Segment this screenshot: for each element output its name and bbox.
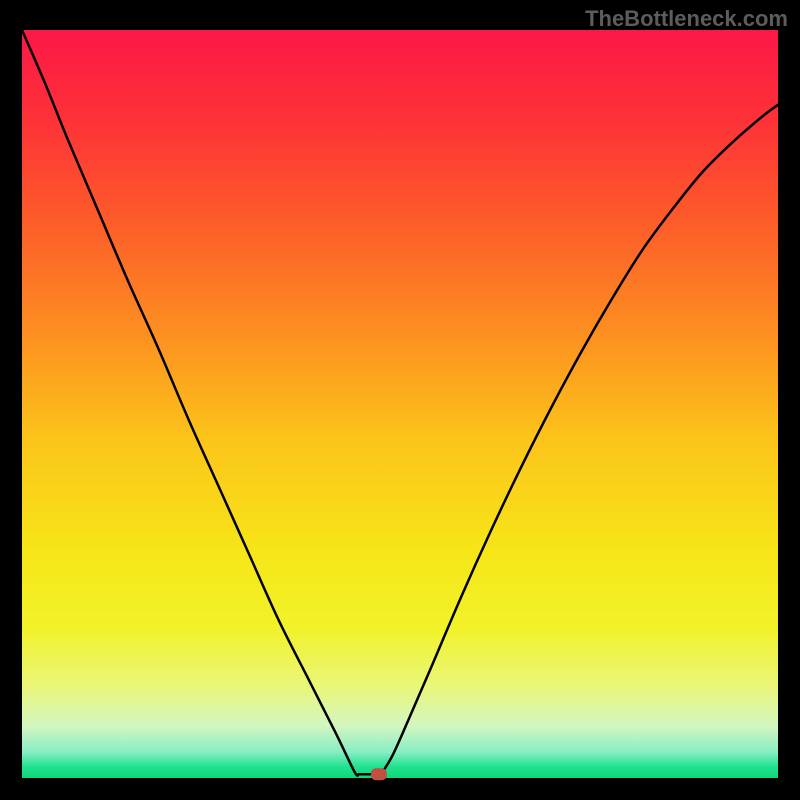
bottleneck-chart xyxy=(0,0,800,800)
chart-container: { "watermark": { "text": "TheBottleneck.… xyxy=(0,0,800,800)
optimal-marker xyxy=(371,768,387,780)
plot-background xyxy=(22,30,778,778)
watermark-text: TheBottleneck.com xyxy=(585,6,788,32)
